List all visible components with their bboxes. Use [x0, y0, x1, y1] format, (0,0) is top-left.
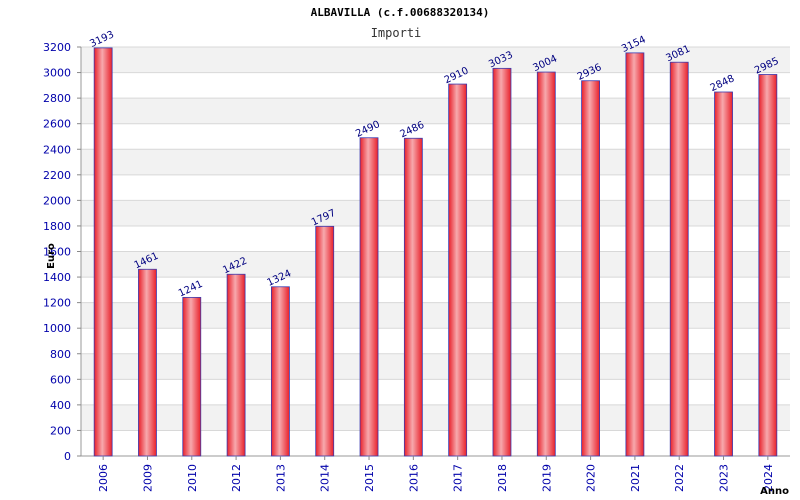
x-tick-label-2012: 2012 — [230, 464, 243, 492]
data-label-2023: 2848 — [709, 73, 737, 94]
x-tick-label-2019: 2019 — [540, 464, 553, 492]
y-tick-label: 2400 — [43, 143, 71, 156]
bar-2006 — [93, 47, 113, 457]
x-tick-label-2006: 2006 — [97, 464, 110, 492]
bar-2014 — [315, 225, 335, 457]
x-tick-label-2014: 2014 — [319, 464, 332, 492]
y-axis-ticks: 0 200 400 600 800 1000 1200 1400 1600 1800 2000 220… — [43, 41, 81, 463]
y-tick-label: 400 — [50, 399, 71, 412]
bar-2019 — [536, 71, 556, 457]
x-tick-label-2022: 2022 — [673, 464, 686, 492]
y-tick-label: 2600 — [43, 118, 71, 131]
bar-2023 — [714, 91, 733, 457]
y-tick-label: 3000 — [43, 67, 71, 80]
x-tick-label-2013: 2013 — [274, 464, 287, 492]
bar-2010 — [182, 296, 202, 457]
bar-2022 — [669, 61, 689, 457]
y-tick-label: 1200 — [43, 297, 71, 310]
x-tick-label-2016: 2016 — [407, 464, 420, 492]
bar-2015 — [359, 137, 379, 457]
x-tick-label-2023: 2023 — [718, 464, 731, 492]
x-axis-label: Anno — [760, 486, 789, 497]
bar-2012 — [226, 273, 246, 457]
bar-2021 — [625, 52, 645, 457]
bar-2024 — [758, 74, 778, 457]
x-tick-label-2017: 2017 — [452, 464, 465, 492]
x-tick-label-2010: 2010 — [186, 464, 199, 492]
bars — [93, 47, 778, 457]
y-tick-label: 0 — [64, 450, 71, 463]
x-tick-label-2024: 2024 — [762, 464, 775, 492]
y-tick-label: 1000 — [43, 322, 71, 335]
y-tick-label: 1600 — [43, 246, 71, 259]
y-tick-label: 1800 — [43, 220, 71, 233]
x-tick-label-2015: 2015 — [363, 464, 376, 492]
y-tick-label: 2200 — [43, 169, 71, 182]
x-tick-label-2009: 2009 — [141, 464, 154, 492]
y-tick-label: 1400 — [43, 271, 71, 284]
bar-2009 — [138, 268, 157, 457]
y-tick-label: 800 — [50, 348, 71, 361]
bar-2016 — [403, 137, 423, 457]
chart-subtitle: Importi — [371, 26, 422, 40]
x-tick-label-2018: 2018 — [496, 464, 509, 492]
y-tick-label: 200 — [50, 424, 71, 437]
bar-2017 — [448, 83, 468, 457]
y-tick-label: 3200 — [43, 41, 71, 54]
chart-title: ALBAVILLA (c.f.00688320134) — [311, 6, 490, 19]
bar-2018 — [492, 67, 512, 457]
bar-2020 — [581, 80, 600, 457]
bar-2013 — [271, 286, 290, 457]
x-tick-label-2020: 2020 — [585, 464, 598, 492]
y-tick-label: 2000 — [43, 194, 71, 207]
y-tick-label: 2800 — [43, 92, 71, 105]
data-label-2010: 1241 — [177, 279, 205, 300]
x-tick-label-2021: 2021 — [629, 464, 642, 492]
y-axis-label: Euro — [46, 243, 57, 269]
y-tick-label: 600 — [50, 373, 71, 386]
x-axis-ticks: 2006 2009 2010 2012 2013 2014 2015 2016 2017 2018… — [97, 456, 775, 492]
